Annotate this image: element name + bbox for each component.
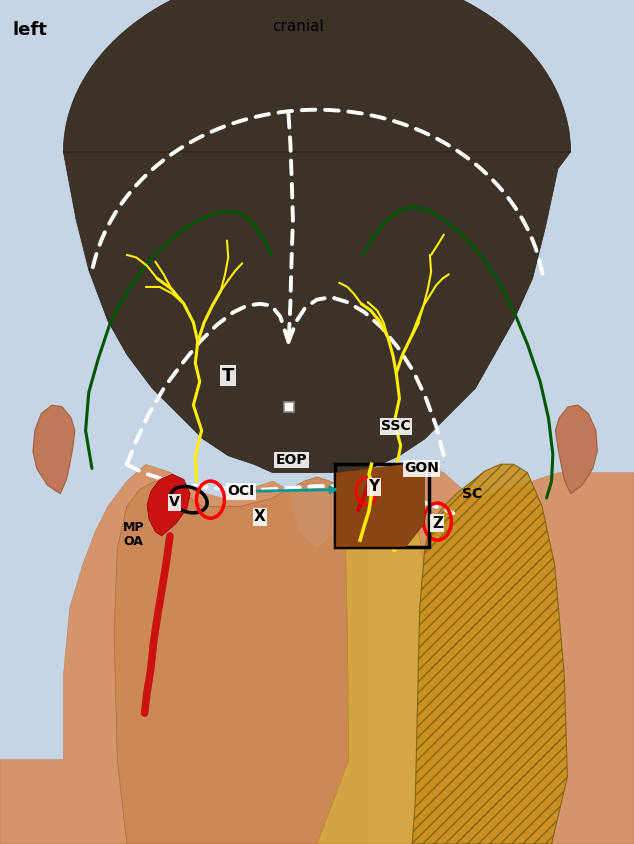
Polygon shape xyxy=(114,477,368,844)
Text: left: left xyxy=(13,21,48,39)
Polygon shape xyxy=(336,464,425,547)
Text: OA: OA xyxy=(123,535,143,549)
Text: cranial: cranial xyxy=(272,19,324,34)
Text: X: X xyxy=(254,509,266,524)
Text: SC: SC xyxy=(462,487,482,500)
Text: OCI: OCI xyxy=(228,484,254,498)
Polygon shape xyxy=(147,474,190,536)
Polygon shape xyxy=(0,464,634,844)
Bar xyxy=(335,464,429,547)
Polygon shape xyxy=(317,468,434,844)
Polygon shape xyxy=(555,405,597,494)
Text: Y: Y xyxy=(368,479,380,495)
Bar xyxy=(284,402,294,412)
Text: T: T xyxy=(222,366,235,385)
Polygon shape xyxy=(412,464,567,844)
Text: Z: Z xyxy=(432,516,443,531)
Text: GON: GON xyxy=(404,462,439,475)
Polygon shape xyxy=(63,0,571,473)
Text: SSC: SSC xyxy=(382,419,411,433)
Polygon shape xyxy=(33,405,75,494)
Text: V: V xyxy=(169,495,179,509)
Text: EOP: EOP xyxy=(276,453,307,467)
Text: MP: MP xyxy=(122,521,144,534)
